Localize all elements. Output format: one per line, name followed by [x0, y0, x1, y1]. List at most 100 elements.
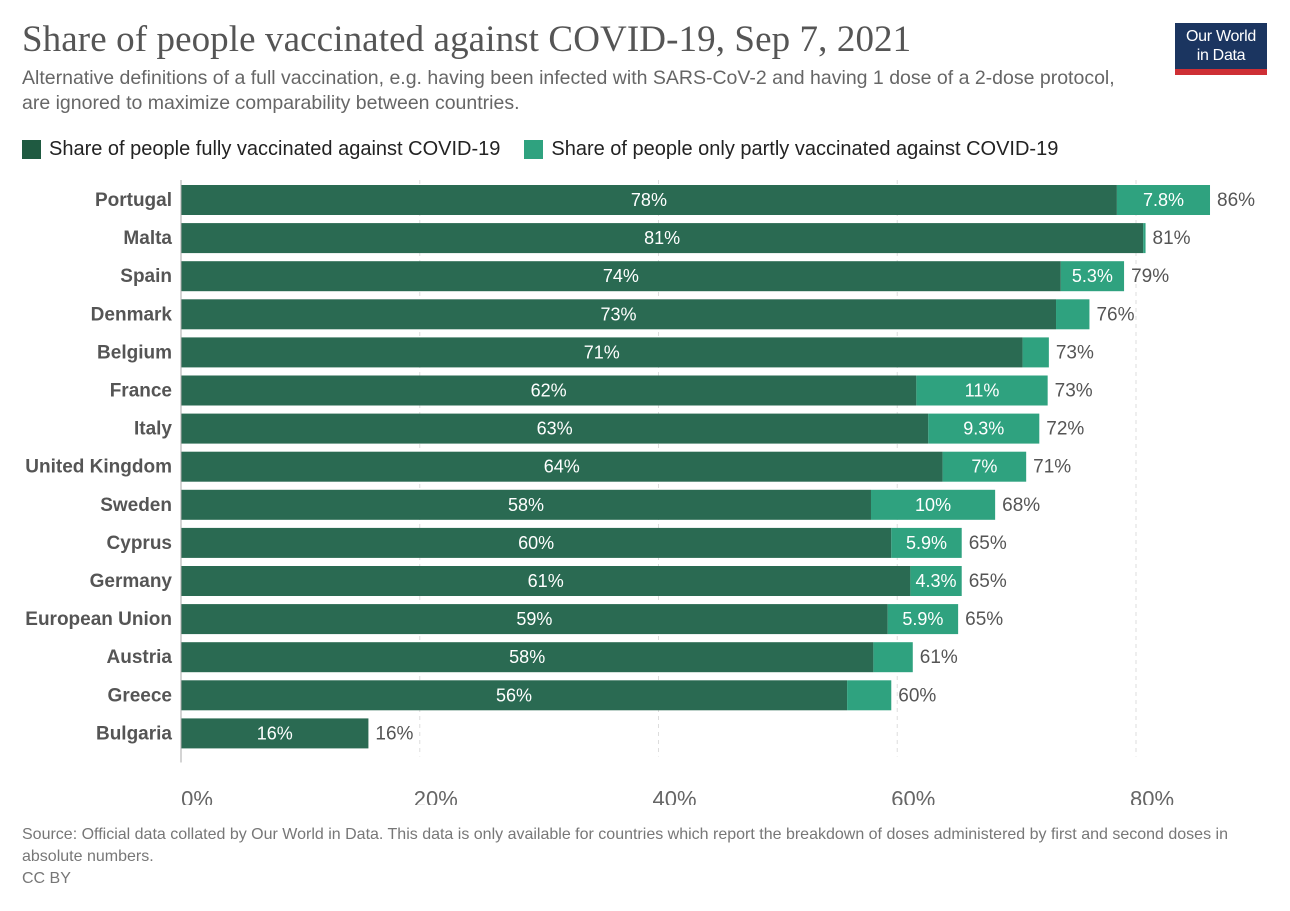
bar-label-partly: 5.9%	[906, 533, 947, 553]
bar-label-fully: 58%	[508, 495, 544, 515]
bar-label-partly: 9.3%	[963, 419, 1004, 439]
bar-total-label: 65%	[969, 533, 1007, 554]
bar-partly-vaccinated	[1143, 223, 1146, 254]
category-label: Sweden	[100, 495, 172, 516]
legend-swatch-partly	[524, 140, 544, 159]
license-note: CC BY	[22, 870, 71, 887]
bar-label-fully: 62%	[531, 381, 567, 401]
bar-partly-vaccinated	[1056, 299, 1090, 330]
bar-label-fully: 81%	[644, 228, 680, 248]
bar-fully-vaccinated	[181, 451, 943, 482]
bar-total-label: 73%	[1055, 381, 1093, 402]
category-label: Belgium	[97, 342, 172, 363]
legend: Share of people fully vaccinated against…	[22, 138, 1082, 161]
bar-label-fully: 59%	[516, 609, 552, 629]
bar-label-fully: 16%	[257, 723, 293, 743]
chart-title: Share of people vaccinated against COVID…	[22, 19, 912, 60]
bar-label-partly: 5.3%	[1072, 266, 1113, 286]
bar-label-partly: 11%	[965, 381, 1000, 401]
category-label: Germany	[90, 571, 173, 592]
category-label: European Union	[25, 609, 172, 630]
bar-total-label: 68%	[1002, 495, 1040, 516]
x-tick-label: 80%	[1130, 787, 1174, 806]
category-label: France	[110, 381, 172, 402]
bar-fully-vaccinated	[181, 718, 369, 749]
bar-fully-vaccinated	[181, 261, 1061, 292]
legend-item-partly[interactable]: Share of people only partly vaccinated a…	[524, 138, 1058, 161]
footer: Source: Official data collated by Our Wo…	[22, 824, 1242, 890]
bar-label-fully: 58%	[509, 647, 545, 667]
bar-label-fully: 60%	[518, 533, 554, 553]
bar-fully-vaccinated	[181, 375, 917, 406]
bar-partly-vaccinated	[873, 642, 913, 673]
x-tick-label: 0%	[181, 787, 213, 806]
bar-label-partly: 5.9%	[902, 609, 943, 629]
bar-fully-vaccinated	[181, 680, 848, 711]
bar-fully-vaccinated	[181, 489, 871, 520]
bar-partly-vaccinated	[847, 680, 892, 711]
bar-total-label: 16%	[375, 723, 413, 744]
bar-fully-vaccinated	[181, 413, 929, 444]
bar-label-fully: 74%	[603, 266, 639, 286]
bar-label-partly: 4.3%	[916, 571, 957, 591]
bar-label-fully: 63%	[537, 419, 573, 439]
category-label: Italy	[134, 419, 172, 440]
x-tick-label: 20%	[414, 787, 458, 806]
bar-label-partly: 7.8%	[1143, 190, 1184, 210]
bar-fully-vaccinated	[181, 337, 1023, 368]
bar-fully-vaccinated	[181, 604, 888, 635]
bar-partly-vaccinated	[1022, 337, 1049, 368]
bar-fully-vaccinated	[181, 299, 1057, 330]
bar-total-label: 65%	[965, 609, 1003, 630]
source-note: Source: Official data collated by Our Wo…	[22, 826, 1228, 865]
category-label: Portugal	[95, 190, 172, 211]
logo-line-2: in Data	[1196, 47, 1246, 64]
bar-fully-vaccinated	[181, 527, 892, 558]
bar-partly-vaccinated	[928, 413, 1040, 444]
legend-label-fully: Share of people fully vaccinated against…	[49, 138, 501, 160]
chart-subtitle: Alternative definitions of a full vaccin…	[22, 67, 1115, 114]
category-label: Malta	[123, 228, 172, 249]
bar-total-label: 72%	[1046, 419, 1084, 440]
bar-chart: Portugal 78% 7.8% 86% Malta 81% 81% Spain 74% 5.3…	[25, 180, 1255, 806]
bar-total-label: 79%	[1131, 266, 1169, 287]
bar-fully-vaccinated	[181, 185, 1117, 215]
bar-total-label: 60%	[898, 685, 936, 706]
bar-partly-vaccinated	[1116, 185, 1211, 215]
category-label: Greece	[108, 685, 172, 706]
bar-total-label: 65%	[969, 571, 1007, 592]
bar-label-fully: 56%	[496, 685, 532, 705]
category-label: Spain	[120, 266, 172, 287]
bar-total-label: 71%	[1033, 457, 1071, 478]
category-label: Austria	[107, 647, 173, 668]
bar-label-fully: 78%	[631, 190, 667, 210]
category-label: Cyprus	[107, 533, 172, 554]
bar-partly-vaccinated	[916, 375, 1048, 406]
bar-partly-vaccinated	[887, 604, 959, 635]
bar-label-fully: 64%	[544, 457, 580, 477]
owid-logo[interactable]: Our World in Data	[1175, 23, 1267, 75]
bar-fully-vaccinated	[181, 223, 1144, 254]
category-label: Denmark	[91, 304, 173, 325]
bar-partly-vaccinated	[1060, 261, 1125, 292]
x-tick-label: 60%	[891, 787, 935, 806]
bar-partly-vaccinated	[891, 527, 962, 558]
bar-total-label: 76%	[1096, 304, 1134, 325]
bar-label-partly: 10%	[915, 495, 951, 515]
bar-total-label: 73%	[1056, 342, 1094, 363]
legend-item-fully[interactable]: Share of people fully vaccinated against…	[22, 138, 500, 161]
bar-label-fully: 71%	[584, 342, 620, 362]
bar-total-label: 86%	[1217, 190, 1255, 211]
logo-line-1: Our World	[1186, 28, 1256, 45]
bar-partly-vaccinated	[910, 566, 962, 596]
legend-swatch-fully	[22, 140, 41, 159]
legend-label-partly: Share of people only partly vaccinated a…	[551, 138, 1059, 160]
bar-total-label: 81%	[1153, 228, 1191, 249]
bar-label-fully: 61%	[528, 571, 564, 591]
x-tick-label: 40%	[652, 787, 696, 806]
bar-total-label: 61%	[920, 647, 958, 668]
bar-fully-vaccinated	[181, 642, 874, 673]
bar-label-fully: 73%	[600, 304, 636, 324]
bar-label-partly: 7%	[971, 457, 997, 477]
category-label: Bulgaria	[96, 723, 172, 744]
